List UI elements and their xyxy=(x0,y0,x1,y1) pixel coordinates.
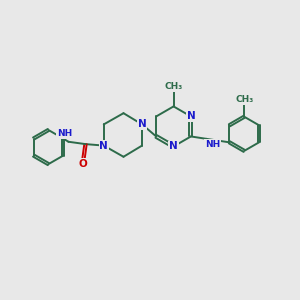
Text: N: N xyxy=(169,142,178,152)
Text: N: N xyxy=(187,111,195,122)
Text: NH: NH xyxy=(57,129,72,138)
Text: NH: NH xyxy=(205,140,220,148)
Text: CH₃: CH₃ xyxy=(235,95,253,104)
Text: O: O xyxy=(79,159,88,169)
Text: N: N xyxy=(138,119,146,129)
Text: N: N xyxy=(99,141,108,151)
Text: CH₃: CH₃ xyxy=(164,82,183,91)
